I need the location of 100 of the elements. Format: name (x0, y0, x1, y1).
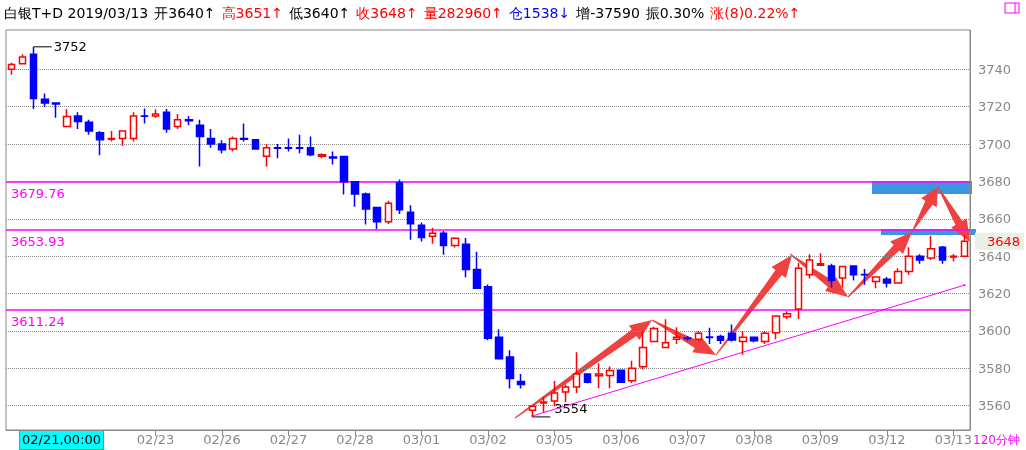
candlestick (572, 351, 581, 394)
candlestick (760, 330, 770, 345)
candlestick (782, 310, 792, 320)
text: 低3640↑ (288, 5, 351, 23)
candlestick (727, 323, 737, 343)
x-tick-label: 03/12 (868, 432, 906, 447)
candlestick (915, 253, 925, 265)
candlestick (328, 150, 338, 166)
text: 收3648↑ (356, 5, 418, 23)
text: 仓1538↓ (508, 5, 571, 23)
candlestick (18, 53, 27, 65)
text: 涨(8)0.22%↑ (710, 5, 801, 23)
candlestick (450, 236, 460, 249)
candlestick (505, 349, 515, 390)
candlestick (738, 330, 748, 356)
candlestick (217, 139, 227, 155)
text: 开3640↑ (154, 5, 216, 23)
chart-title: 白银T+D 2019/03/13 (4, 5, 149, 23)
candlestick (206, 128, 216, 149)
y-tick-label: 3700 (978, 136, 1012, 152)
candlestick (605, 365, 615, 389)
candlestick (827, 263, 836, 289)
candlestick (239, 122, 249, 143)
candlestick (62, 108, 72, 128)
candlestick (705, 327, 714, 345)
text: 02/21,00:00 (19, 430, 105, 450)
candlestick (893, 267, 903, 284)
x-tick-label: 03/09 (801, 432, 840, 447)
y-tick-label: 3660 (978, 211, 1012, 227)
candlestick (583, 373, 592, 385)
candlestick (638, 330, 648, 371)
candlestick (361, 191, 371, 226)
candlestick (805, 253, 814, 280)
candlestick (871, 276, 881, 289)
annotation: 3554 (554, 400, 588, 416)
candlestick (683, 335, 692, 342)
candlestick (40, 92, 50, 108)
x-tick-label: 03/05 (535, 432, 574, 447)
candlestick (904, 246, 914, 276)
candlestick (516, 373, 526, 390)
candlestick (273, 143, 282, 159)
candlestick (838, 265, 847, 289)
ref-line-label: 3611.24 (11, 313, 65, 329)
candlestick (118, 130, 127, 147)
candlestick (306, 135, 315, 157)
ref-line-label: 3653.93 (11, 234, 65, 250)
candlestick (461, 237, 471, 279)
candlestick (672, 326, 681, 345)
candlestick (251, 138, 260, 150)
annotation: 3752 (53, 39, 87, 55)
candlestick (472, 251, 482, 290)
candlestick (794, 262, 803, 320)
x-tick-label: 03/08 (735, 432, 773, 447)
candlestick (882, 276, 892, 289)
y-tick-label: 3720 (978, 99, 1012, 115)
text: 量282960↑ (423, 5, 503, 23)
candlestick (716, 333, 725, 345)
x-tick-label: 02/28 (336, 432, 374, 447)
candlestick (84, 118, 94, 136)
y-tick-label: 3640 (978, 248, 1012, 264)
candlestick (173, 113, 182, 130)
y-tick-label: 3560 (978, 398, 1012, 414)
candlestick (428, 227, 437, 245)
y-tick-label: 3580 (978, 360, 1012, 376)
x-tick-label: 02/27 (269, 432, 308, 447)
candlestick (816, 252, 825, 266)
candlestick (938, 245, 947, 265)
text: 振0.30% (645, 5, 705, 23)
x-tick-label: 02/23 (136, 432, 175, 447)
candlestick (129, 111, 138, 143)
candlestick (339, 155, 349, 196)
candlestick (649, 326, 659, 343)
text: 增-37590 (576, 5, 640, 23)
candlestick (184, 115, 194, 127)
candlestick (539, 396, 548, 413)
candlestick (616, 369, 626, 383)
candlestick (406, 204, 415, 241)
candlestick (627, 360, 637, 385)
candlestick (262, 143, 271, 168)
x-tick-label: 03/06 (602, 432, 640, 447)
candlestick (372, 206, 382, 230)
text: 高3651↑ (221, 5, 283, 23)
x-tick-label: 03/01 (402, 432, 441, 447)
y-tick-label: 3600 (978, 323, 1012, 339)
candlestick (417, 221, 426, 243)
candlestick (384, 200, 393, 225)
candlestick (228, 135, 238, 153)
candlestick (594, 362, 604, 389)
candlestick (73, 111, 83, 130)
candlestick (29, 46, 38, 110)
text: 3648 (986, 233, 1020, 249)
candlestick (949, 253, 958, 263)
candlestick (107, 130, 116, 143)
candlestick (439, 230, 448, 256)
y-tick-label: 3620 (978, 286, 1012, 302)
x-tick-label: 02/26 (203, 432, 241, 447)
candlestick (926, 235, 936, 261)
ref-line-label: 3679.76 (11, 185, 65, 201)
candlestick (860, 268, 869, 286)
candlestick (960, 234, 969, 257)
